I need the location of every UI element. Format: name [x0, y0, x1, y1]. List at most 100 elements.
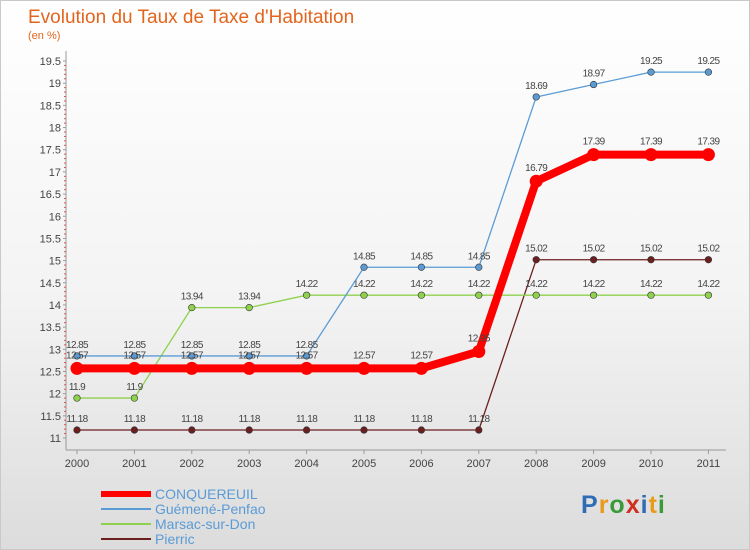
- y-tick-label: 16: [49, 211, 61, 223]
- data-point: [589, 256, 598, 264]
- brand-letter: i: [640, 491, 649, 519]
- brand-letter: P: [581, 491, 599, 519]
- data-point: [647, 68, 655, 76]
- data-label: 11.18: [411, 414, 433, 425]
- series-line: [76, 259, 710, 431]
- data-label: 11.18: [296, 414, 318, 425]
- data-label: 15.02: [640, 244, 663, 255]
- legend-label: Marsac-sur-Don: [155, 516, 256, 532]
- data-point: [303, 426, 311, 434]
- y-tick-label: 12: [49, 389, 61, 401]
- data-point: [475, 291, 483, 299]
- data-label: 14.22: [353, 279, 376, 290]
- data-point: [532, 291, 540, 299]
- data-label: 14.22: [468, 279, 491, 290]
- chart-title: Evolution du Taux de Taxe d'Habitation: [28, 7, 355, 28]
- x-tick-label: 2011: [697, 458, 721, 470]
- series-line: [76, 71, 710, 357]
- data-point: [360, 426, 368, 434]
- y-tick-label: 13.5: [40, 322, 61, 334]
- data-point: [587, 148, 601, 162]
- y-tick-label: 19: [49, 78, 61, 90]
- data-point: [130, 352, 138, 360]
- data-point: [475, 263, 483, 271]
- data-label: 14.85: [353, 251, 376, 262]
- data-point: [73, 426, 81, 434]
- x-tick-label: 2008: [524, 458, 548, 470]
- data-point: [127, 361, 141, 375]
- data-point: [73, 352, 81, 360]
- data-label: 12.85: [181, 340, 204, 351]
- data-label: 12.57: [410, 350, 433, 361]
- data-label: 14.22: [296, 279, 319, 290]
- data-point: [647, 256, 655, 264]
- data-point: [130, 394, 138, 402]
- y-tick-label: 11: [50, 433, 61, 445]
- data-label: 14.85: [468, 251, 491, 262]
- data-label: 14.22: [697, 279, 720, 290]
- data-label: 12.57: [238, 350, 261, 361]
- data-label: 19.25: [697, 56, 720, 67]
- data-point: [300, 361, 314, 375]
- y-tick-label: 11.5: [40, 411, 61, 423]
- data-label: 12.57: [181, 350, 204, 361]
- data-point: [245, 426, 253, 434]
- data-point: [589, 80, 598, 89]
- data-point: [701, 148, 715, 162]
- data-label: 11.18: [468, 414, 490, 425]
- y-tick-label: 18: [49, 123, 61, 135]
- data-point: [704, 68, 713, 76]
- brand-logo: Proxiti: [581, 491, 666, 520]
- y-tick-label: 18.5: [40, 100, 61, 112]
- data-point: [647, 291, 655, 299]
- legend-swatch: [101, 508, 151, 510]
- data-label: 12.85: [66, 340, 89, 351]
- brand-letter: x: [625, 491, 641, 519]
- x-tick-label: 2004: [294, 458, 318, 470]
- data-label: 14.22: [525, 279, 548, 290]
- data-point: [303, 352, 311, 360]
- data-label: 12.85: [238, 340, 261, 351]
- series-line: [76, 294, 710, 399]
- x-tick-label: 2010: [639, 458, 663, 470]
- data-label: 12.57: [66, 350, 89, 361]
- data-point: [303, 291, 311, 299]
- data-label: 15.02: [525, 244, 548, 255]
- data-point: [704, 291, 713, 299]
- x-tick-label: 2007: [467, 458, 491, 470]
- data-point: [360, 263, 368, 271]
- data-label: 14.22: [583, 279, 606, 290]
- data-label: 14.85: [410, 251, 433, 262]
- legend-swatch: [101, 523, 151, 525]
- data-label: 12.57: [123, 350, 146, 361]
- data-point: [245, 304, 253, 312]
- data-label: 17.39: [697, 137, 720, 148]
- chart-subtitle: (en %): [28, 30, 61, 42]
- data-point: [644, 148, 658, 162]
- data-label: 16.79: [525, 163, 548, 174]
- brand-letter: t: [648, 491, 658, 519]
- data-point: [529, 174, 543, 188]
- data-point: [185, 361, 199, 375]
- data-point: [188, 352, 196, 360]
- x-tick-label: 2003: [237, 458, 261, 470]
- data-label: 12.57: [296, 350, 319, 361]
- data-label: 14.22: [640, 279, 663, 290]
- data-point: [73, 394, 81, 402]
- brand-letter: i: [657, 491, 666, 519]
- data-point: [417, 426, 426, 434]
- data-point: [130, 426, 138, 434]
- x-tick-label: 2006: [409, 458, 433, 470]
- legend-label: CONQUEREUIL: [155, 486, 258, 502]
- data-point: [472, 345, 486, 359]
- legend-label: Guémené-Penfao: [155, 501, 266, 517]
- y-tick-label: 16.5: [40, 189, 61, 201]
- data-label: 15.02: [583, 244, 606, 255]
- y-tick-label: 12.5: [40, 366, 61, 378]
- data-label: 18.69: [525, 81, 548, 92]
- data-label: 11.18: [353, 414, 375, 425]
- brand-letter: r: [598, 491, 610, 519]
- y-tick-label: 15.5: [40, 233, 61, 245]
